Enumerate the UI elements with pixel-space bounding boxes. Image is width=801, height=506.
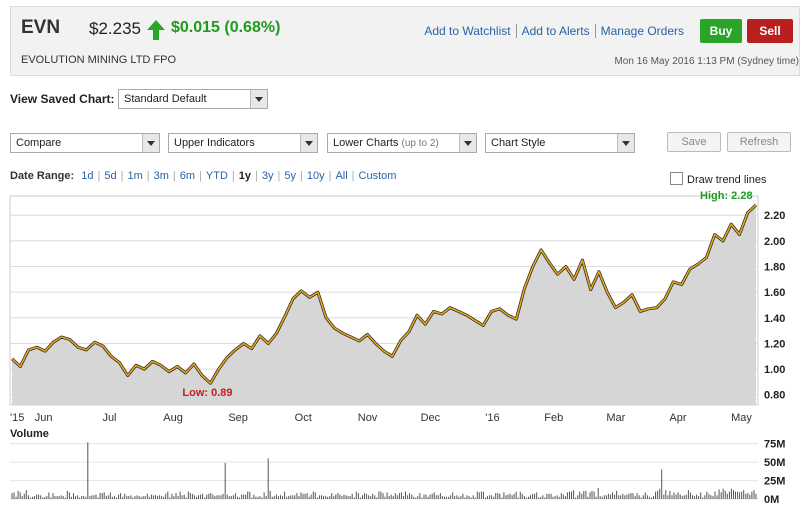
chart-style-select[interactable]: Chart Style <box>485 133 635 153</box>
ticker-symbol: EVN <box>21 17 61 38</box>
x-tick-label: Aug <box>163 412 183 424</box>
date-range-option[interactable]: All <box>335 170 348 182</box>
date-range-option[interactable]: 5y <box>284 170 296 182</box>
x-tick-label: Jul <box>102 412 116 424</box>
date-range-separator: | <box>328 170 332 182</box>
price-area-fill <box>12 205 756 405</box>
date-range-options: 1d | 5d | 1m | 3m | 6m | YTD | 1y | 3y | 5y | 10y | All | Cust… <box>77 170 400 182</box>
date-range-option[interactable]: Custom <box>358 170 397 182</box>
lower-charts-select[interactable]: Lower Charts (up to 2) <box>327 133 477 153</box>
quote-links: Add to Watchlist Add to Alerts Manage Orde… <box>419 24 689 38</box>
date-range-separator: | <box>299 170 303 182</box>
y-tick-label: 0.80 <box>764 390 785 402</box>
volume-tick-label: 50M <box>764 457 785 469</box>
refresh-button[interactable]: Refresh <box>727 132 791 152</box>
x-tick-label: May <box>731 412 752 424</box>
date-range-option[interactable]: 3y <box>261 170 274 182</box>
date-range-option[interactable]: 1m <box>127 170 143 182</box>
date-range-separator: | <box>199 170 202 182</box>
date-range-separator: | <box>120 170 124 182</box>
chevron-down-icon <box>617 134 634 152</box>
price-change: $0.015 (0.68%) <box>171 19 281 36</box>
chevron-down-icon <box>459 134 476 152</box>
volume-tick-label: 25M <box>764 476 785 488</box>
y-tick-label: 1.40 <box>764 313 785 325</box>
quote-datetime: Mon 16 May 2016 1:13 PM (Sydney time) <box>614 56 799 67</box>
buy-button[interactable]: Buy <box>700 19 742 43</box>
x-tick-label: Feb <box>544 412 563 424</box>
date-range-separator: | <box>231 170 235 182</box>
y-tick-label: 1.80 <box>764 262 785 274</box>
add-to-alerts-link[interactable]: Add to Alerts <box>516 24 596 38</box>
date-range-separator: | <box>97 170 101 182</box>
date-range-separator: | <box>351 170 355 182</box>
date-range-option[interactable]: 6m <box>179 170 196 182</box>
save-button[interactable]: Save <box>667 132 721 152</box>
volume-label: Volume <box>10 428 49 440</box>
date-range-option[interactable]: 1y <box>238 170 251 182</box>
up-arrow-icon <box>147 20 165 40</box>
y-tick-label: 1.00 <box>764 364 785 376</box>
x-tick-label: '15 <box>10 412 24 424</box>
x-tick-label: Oct <box>295 412 312 424</box>
y-tick-label: 1.60 <box>764 287 785 299</box>
manage-orders-link[interactable]: Manage Orders <box>600 24 684 38</box>
x-tick-label: Sep <box>228 412 248 424</box>
draw-trend-lines-toggle[interactable]: Draw trend lines <box>670 172 766 186</box>
lower-charts-label-wrap: Lower Charts (up to 2) <box>333 137 439 149</box>
x-tick-label: Nov <box>358 412 378 424</box>
x-tick-label: '16 <box>485 412 499 424</box>
quote-header: EVN $2.235 $0.015 (0.68%) Add to Watchli… <box>10 6 800 76</box>
x-tick-label: Dec <box>421 412 441 424</box>
x-tick-label: Jun <box>35 412 53 424</box>
compare-label: Compare <box>16 137 62 149</box>
last-price: $2.235 <box>89 19 141 38</box>
x-tick-label: Apr <box>669 412 686 424</box>
volume-tick-label: 75M <box>764 439 785 451</box>
date-range-separator: | <box>146 170 150 182</box>
lower-charts-hint: (up to 2) <box>401 138 439 149</box>
lower-charts-label: Lower Charts <box>333 137 399 149</box>
date-range-option[interactable]: 5d <box>104 170 117 182</box>
upper-indicators-label: Upper Indicators <box>174 137 255 149</box>
date-range-option[interactable]: YTD <box>205 170 228 182</box>
date-range-bar: Date Range: 1d | 5d | 1m | 3m | 6m | YTD | 1y | 3y | 5y |… <box>10 170 400 182</box>
upper-indicators-select[interactable]: Upper Indicators <box>168 133 318 153</box>
date-range-option[interactable]: 1d <box>81 170 94 182</box>
chart-style-label: Chart Style <box>491 137 546 149</box>
chevron-down-icon <box>142 134 159 152</box>
chevron-down-icon <box>300 134 317 152</box>
high-label: High: 2.28 <box>700 190 753 202</box>
add-to-watchlist-link[interactable]: Add to Watchlist <box>419 24 517 38</box>
saved-chart-label: View Saved Chart: <box>10 92 115 106</box>
x-tick-label: Mar <box>606 412 625 424</box>
y-tick-label: 1.20 <box>764 338 785 350</box>
date-range-separator: | <box>172 170 176 182</box>
date-range-separator: | <box>255 170 258 182</box>
date-range-option[interactable]: 10y <box>306 170 325 182</box>
compare-select[interactable]: Compare <box>10 133 160 153</box>
price-line <box>11 204 757 384</box>
saved-chart-value: Standard Default <box>124 93 207 105</box>
date-range-separator: | <box>277 170 281 182</box>
chevron-down-icon <box>250 90 267 108</box>
saved-chart-select[interactable]: Standard Default <box>118 89 268 109</box>
date-range-label: Date Range: <box>10 170 75 182</box>
y-tick-label: 2.20 <box>764 210 785 222</box>
y-tick-label: 2.00 <box>764 236 785 248</box>
sell-button[interactable]: Sell <box>747 19 793 43</box>
company-name: EVOLUTION MINING LTD FPO <box>21 54 177 66</box>
low-label: Low: 0.89 <box>182 387 232 399</box>
trend-lines-checkbox[interactable] <box>670 172 683 185</box>
date-range-option[interactable]: 3m <box>153 170 169 182</box>
trend-lines-label: Draw trend lines <box>687 174 767 186</box>
volume-tick-label: 0M <box>764 494 779 506</box>
